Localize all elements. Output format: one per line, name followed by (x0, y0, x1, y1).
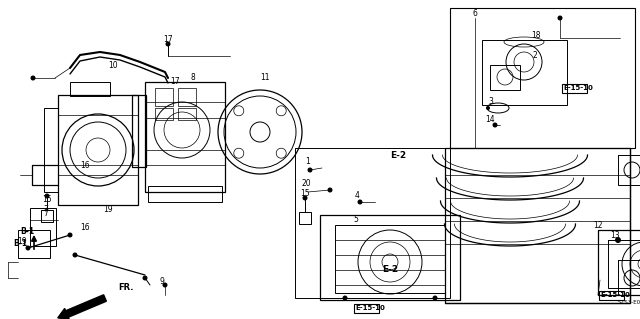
Text: 16: 16 (80, 160, 90, 169)
Circle shape (615, 237, 621, 243)
Bar (598, 230, 640, 295)
Bar (70, 82, 110, 96)
Text: 14: 14 (485, 115, 495, 124)
Bar (145, 82, 225, 192)
Circle shape (31, 76, 35, 80)
Bar (178, 88, 196, 106)
Circle shape (307, 167, 312, 173)
Text: SZS3-E0100A: SZS3-E0100A (618, 300, 640, 306)
Circle shape (143, 276, 147, 280)
Bar (490, 65, 520, 90)
Bar (58, 95, 138, 205)
Circle shape (433, 295, 438, 300)
Bar (155, 88, 173, 106)
Text: 7: 7 (44, 210, 49, 219)
Text: 8: 8 (191, 73, 195, 83)
Text: 20: 20 (301, 180, 311, 189)
Text: E-2: E-2 (382, 265, 398, 275)
Text: 4: 4 (355, 190, 360, 199)
Text: B-1: B-1 (13, 240, 27, 249)
Circle shape (166, 41, 170, 47)
Bar (155, 108, 173, 120)
Text: 9: 9 (159, 278, 164, 286)
Bar (295, 148, 450, 298)
Bar (30, 208, 56, 246)
Text: 17: 17 (163, 35, 173, 44)
Bar (320, 215, 460, 300)
Text: 11: 11 (260, 73, 269, 83)
Bar (599, 291, 623, 300)
Bar (618, 260, 640, 295)
Circle shape (493, 122, 497, 128)
Bar (148, 186, 222, 202)
Text: E-15-10: E-15-10 (355, 305, 385, 311)
Text: 18: 18 (531, 32, 541, 41)
Bar (618, 155, 640, 185)
FancyArrow shape (58, 295, 106, 319)
Bar (450, 8, 635, 148)
Text: 3: 3 (488, 98, 493, 107)
Bar (41, 210, 53, 222)
Text: 1: 1 (306, 158, 310, 167)
Bar (562, 84, 586, 93)
Circle shape (26, 246, 31, 250)
Circle shape (342, 295, 348, 300)
Circle shape (486, 106, 490, 110)
Text: E-2: E-2 (390, 151, 406, 160)
Text: 16: 16 (80, 224, 90, 233)
Text: B-1: B-1 (20, 227, 34, 236)
Text: 19: 19 (17, 238, 27, 247)
Text: FR.: FR. (118, 284, 134, 293)
Bar (445, 148, 630, 303)
Bar (18, 230, 50, 258)
Text: 15: 15 (300, 189, 310, 197)
Text: E-15-10: E-15-10 (600, 292, 630, 298)
Bar (178, 108, 196, 120)
Bar (482, 40, 567, 105)
Circle shape (328, 188, 333, 192)
Text: 5: 5 (353, 216, 358, 225)
Circle shape (303, 196, 307, 201)
Circle shape (163, 283, 168, 287)
Circle shape (557, 16, 563, 20)
Circle shape (45, 194, 49, 198)
Circle shape (72, 253, 77, 257)
Text: 15: 15 (42, 196, 52, 204)
Bar (335, 225, 445, 293)
Text: 12: 12 (593, 220, 603, 229)
Text: 7: 7 (44, 205, 49, 214)
Circle shape (67, 233, 72, 238)
Text: 17: 17 (170, 78, 180, 86)
Text: 19: 19 (103, 205, 113, 214)
Text: 2: 2 (532, 50, 538, 60)
Bar (44, 108, 58, 192)
Text: 6: 6 (472, 10, 477, 19)
Bar (299, 212, 311, 224)
Bar (354, 303, 378, 313)
Text: 13: 13 (610, 231, 620, 240)
Text: 10: 10 (108, 62, 118, 70)
Text: E-15-10: E-15-10 (563, 85, 593, 91)
Circle shape (358, 199, 362, 204)
Bar (132, 95, 146, 167)
Bar (608, 240, 640, 288)
